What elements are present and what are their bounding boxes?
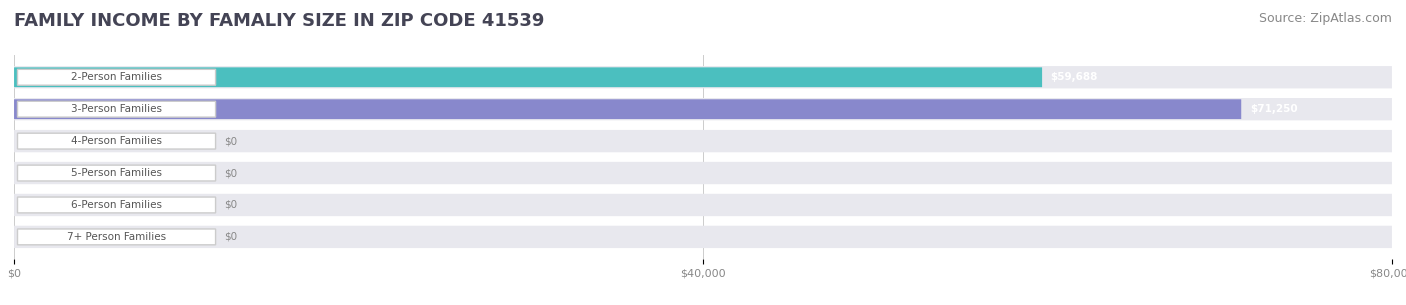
Text: 4-Person Families: 4-Person Families (72, 136, 162, 146)
Text: $0: $0 (224, 200, 238, 210)
Text: $59,688: $59,688 (1050, 72, 1098, 82)
Text: $0: $0 (224, 136, 238, 146)
FancyBboxPatch shape (14, 99, 1241, 119)
Text: 6-Person Families: 6-Person Families (72, 200, 162, 210)
FancyBboxPatch shape (17, 197, 215, 213)
Text: 2-Person Families: 2-Person Families (72, 72, 162, 82)
FancyBboxPatch shape (17, 133, 215, 149)
FancyBboxPatch shape (14, 130, 1392, 152)
FancyBboxPatch shape (17, 165, 215, 181)
FancyBboxPatch shape (14, 66, 1392, 88)
FancyBboxPatch shape (17, 229, 215, 245)
Text: 5-Person Families: 5-Person Families (72, 168, 162, 178)
FancyBboxPatch shape (14, 67, 1042, 87)
FancyBboxPatch shape (14, 98, 1392, 120)
Text: 7+ Person Families: 7+ Person Families (67, 232, 166, 242)
FancyBboxPatch shape (17, 69, 215, 85)
FancyBboxPatch shape (14, 194, 1392, 216)
Text: Source: ZipAtlas.com: Source: ZipAtlas.com (1258, 12, 1392, 25)
FancyBboxPatch shape (17, 101, 215, 117)
Text: FAMILY INCOME BY FAMALIY SIZE IN ZIP CODE 41539: FAMILY INCOME BY FAMALIY SIZE IN ZIP COD… (14, 12, 544, 30)
Text: $71,250: $71,250 (1250, 104, 1298, 114)
FancyBboxPatch shape (14, 162, 1392, 184)
Text: 3-Person Families: 3-Person Families (72, 104, 162, 114)
FancyBboxPatch shape (14, 226, 1392, 248)
Text: $0: $0 (224, 168, 238, 178)
Text: $0: $0 (224, 232, 238, 242)
